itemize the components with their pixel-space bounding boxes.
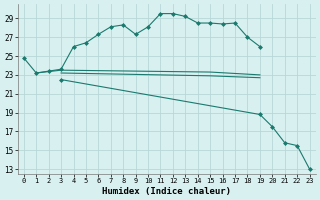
X-axis label: Humidex (Indice chaleur): Humidex (Indice chaleur)	[102, 187, 231, 196]
